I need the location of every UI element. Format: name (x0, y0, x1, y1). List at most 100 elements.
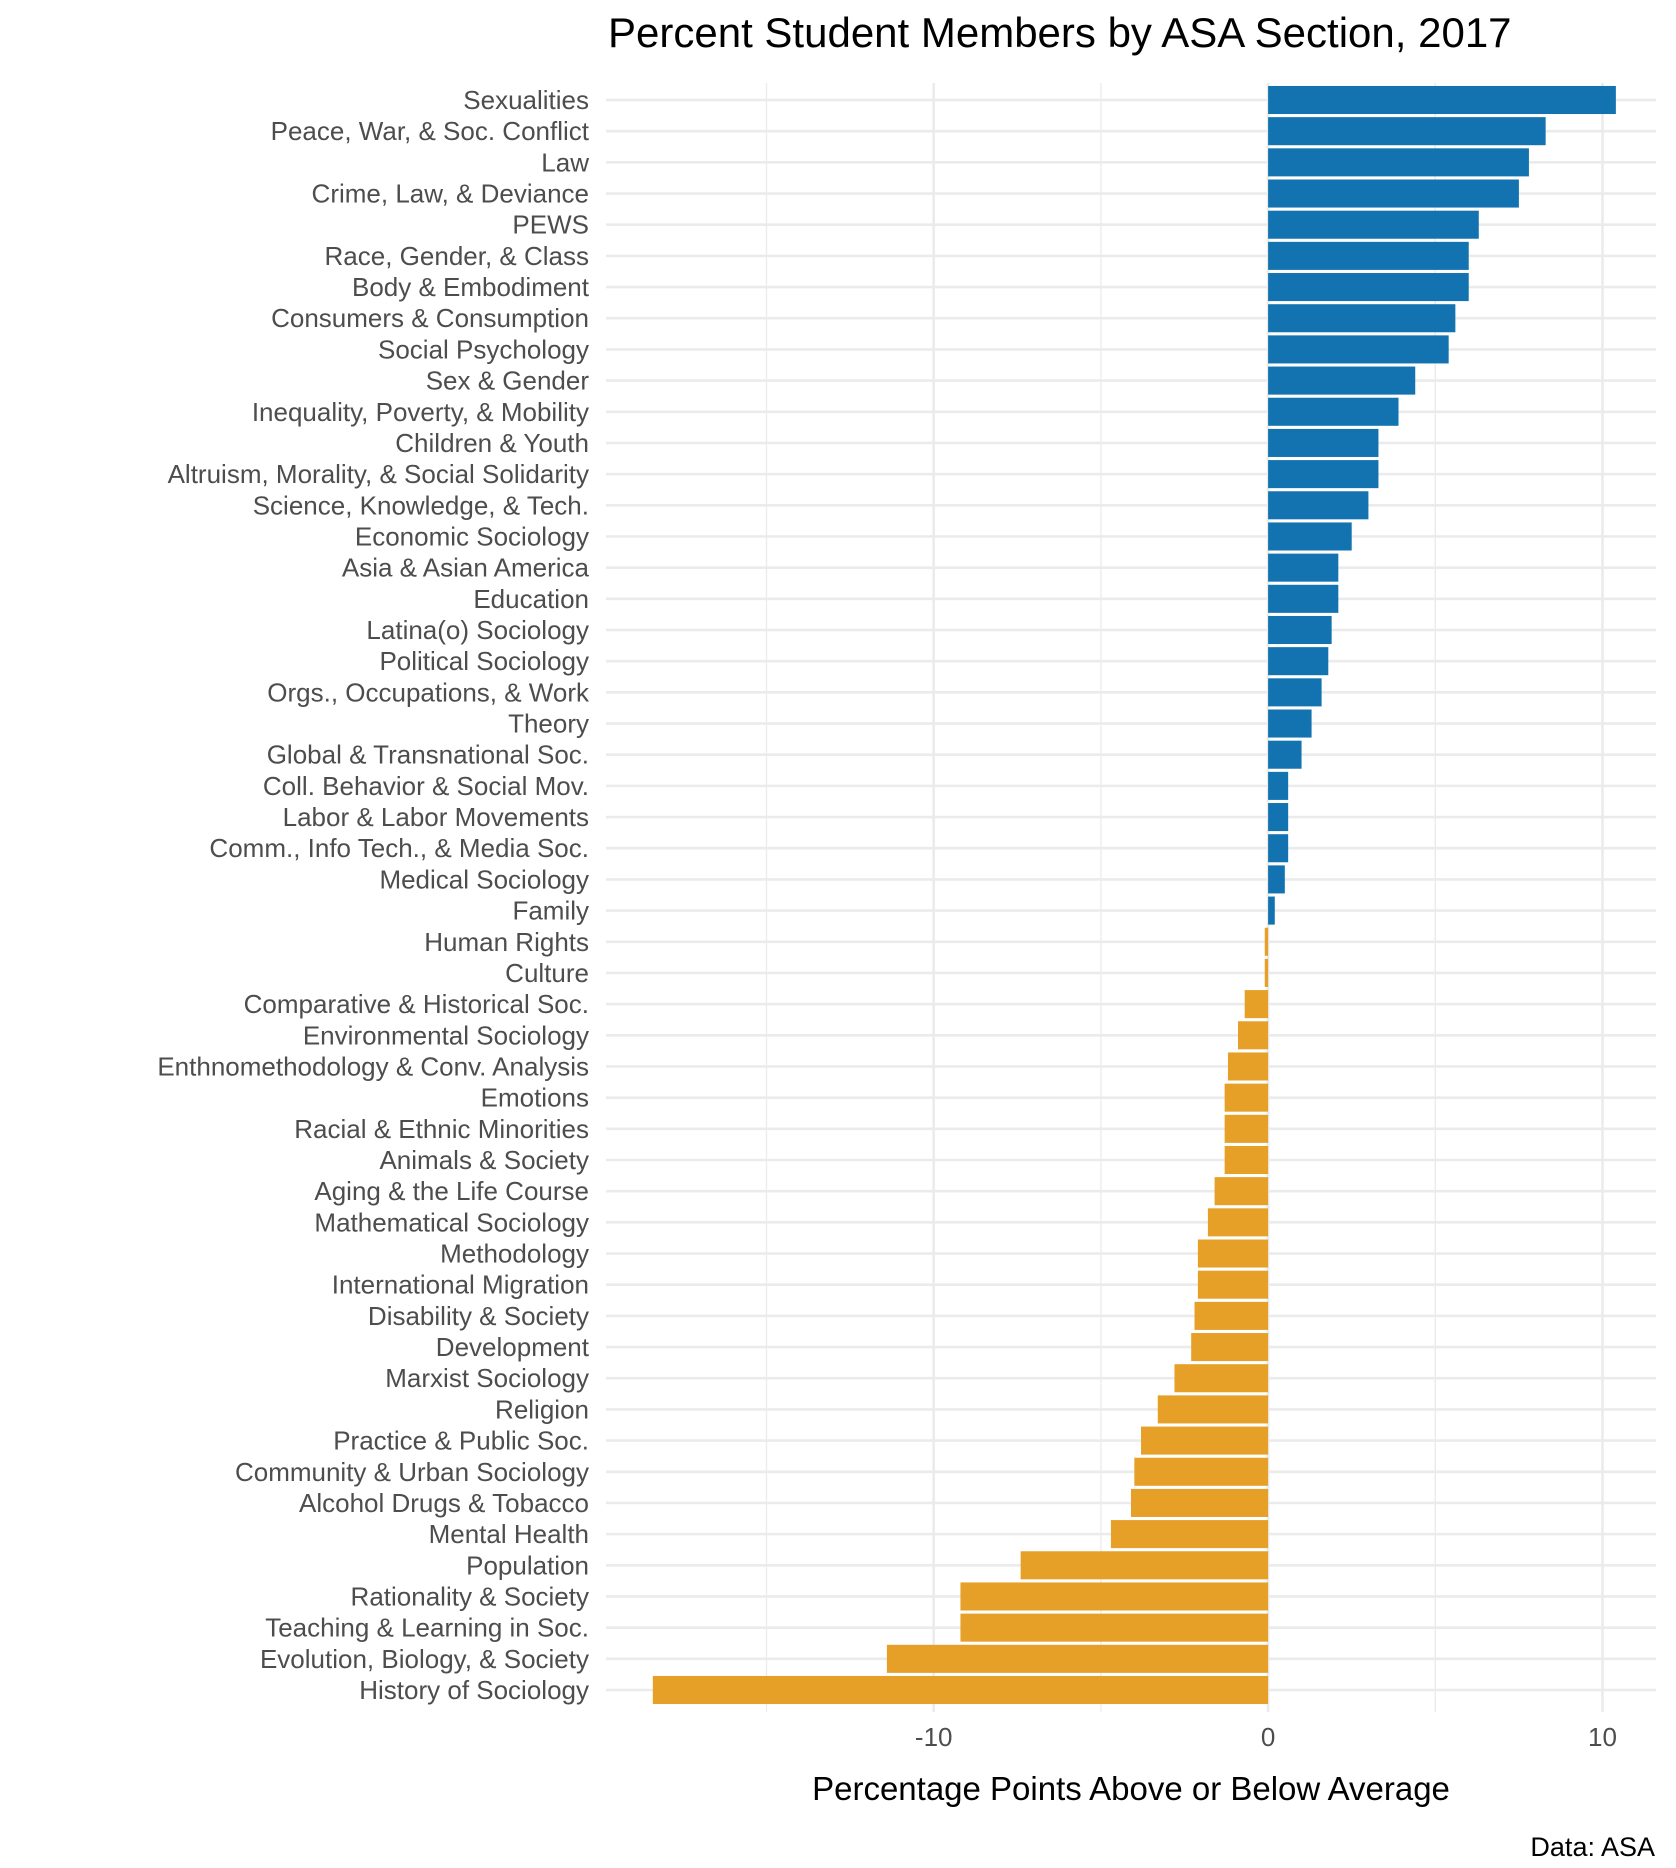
caption: Data: ASA (1530, 1832, 1655, 1862)
bar (1268, 803, 1289, 832)
x-axis-title: Percentage Points Above or Below Average (812, 1770, 1450, 1807)
category-label: Mathematical Sociology (314, 1207, 589, 1237)
category-label: Coll. Behavior & Social Mov. (263, 771, 589, 801)
category-label: Comparative & Historical Soc. (244, 989, 589, 1019)
category-label: Alcohol Drugs & Tobacco (299, 1488, 589, 1518)
category-label: Race, Gender, & Class (325, 241, 589, 271)
bar (1268, 865, 1285, 894)
bar (1214, 1177, 1269, 1206)
bar (1268, 771, 1289, 800)
bar (1174, 1364, 1269, 1393)
category-label: Emotions (481, 1083, 589, 1113)
category-label: Consumers & Consumption (271, 303, 589, 333)
bar (1224, 1083, 1269, 1112)
category-label: Comm., Info Tech., & Media Soc. (209, 833, 589, 863)
bar (1268, 179, 1519, 208)
bar (1268, 678, 1322, 707)
bar (1268, 273, 1469, 302)
bar (1264, 927, 1269, 956)
x-tick-label: 0 (1261, 1722, 1275, 1752)
bar (1244, 990, 1269, 1019)
category-label: Law (541, 147, 589, 177)
category-label: Marxist Sociology (385, 1363, 589, 1393)
category-label: Education (473, 584, 589, 614)
bar (1268, 85, 1616, 115)
category-label: Teaching & Learning in Soc. (265, 1613, 589, 1643)
bar (1268, 896, 1275, 925)
bar (1268, 834, 1289, 863)
bar (1268, 522, 1352, 551)
category-label: Science, Knowledge, & Tech. (253, 490, 589, 520)
category-label: Aging & the Life Course (314, 1176, 589, 1206)
category-label: Political Sociology (379, 646, 589, 676)
category-label: Peace, War, & Soc. Conflict (271, 116, 590, 146)
bar (1268, 428, 1379, 457)
bar (652, 1675, 1269, 1705)
category-label: Community & Urban Sociology (235, 1457, 589, 1487)
bar (1141, 1426, 1269, 1455)
category-label: Development (436, 1332, 590, 1362)
bar (1268, 117, 1546, 146)
bar (1238, 1021, 1269, 1050)
category-label: Enthnomethodology & Conv. Analysis (157, 1051, 589, 1081)
bar (1268, 210, 1479, 239)
bar (1268, 709, 1312, 738)
category-label: Practice & Public Soc. (333, 1426, 589, 1456)
category-label: Population (466, 1550, 589, 1580)
category-label: Labor & Labor Movements (283, 802, 589, 832)
category-label: Sexualities (463, 85, 589, 115)
category-label: Evolution, Biology, & Society (260, 1644, 589, 1674)
category-label: Global & Transnational Soc. (267, 740, 589, 770)
bar (1268, 460, 1379, 489)
category-label: Racial & Ethnic Minorities (294, 1114, 589, 1144)
bar (960, 1613, 1269, 1642)
bar (1110, 1520, 1269, 1549)
category-label: Asia & Asian America (342, 553, 590, 583)
bar (1224, 1114, 1269, 1143)
chart-title: Percent Student Members by ASA Section, … (608, 9, 1512, 56)
category-label: Body & Embodiment (352, 272, 590, 302)
bar (1268, 584, 1339, 613)
bar (886, 1644, 1269, 1673)
category-label: Latina(o) Sociology (366, 615, 589, 645)
bar (1020, 1551, 1269, 1580)
category-label: Disability & Society (368, 1301, 589, 1331)
x-tick-label: -10 (915, 1722, 953, 1752)
category-label: Human Rights (424, 927, 589, 957)
category-label: Altruism, Morality, & Social Solidarity (168, 459, 589, 489)
bar (1268, 553, 1339, 582)
category-label: Animals & Society (379, 1145, 589, 1175)
bar (1268, 366, 1416, 395)
category-label: Rationality & Society (351, 1581, 589, 1611)
category-label: Theory (508, 709, 589, 739)
category-label: Crime, Law, & Deviance (312, 179, 589, 209)
bar (1157, 1395, 1269, 1424)
bar (1268, 335, 1449, 364)
bar (1197, 1270, 1269, 1299)
category-label: Culture (505, 958, 589, 988)
bars (652, 85, 1616, 1705)
category-label: Environmental Sociology (303, 1020, 589, 1050)
x-tick-label: 10 (1588, 1722, 1617, 1752)
bar (1207, 1208, 1269, 1237)
bar (1268, 491, 1369, 520)
category-label: PEWS (512, 210, 589, 240)
bar (1134, 1457, 1269, 1486)
bar (1264, 958, 1269, 987)
x-tick-labels: -10 0 10 (915, 1722, 1617, 1752)
category-label: Social Psychology (378, 334, 589, 364)
gridlines (606, 83, 1656, 1712)
category-label: Religion (495, 1394, 589, 1424)
bar (1268, 740, 1302, 769)
category-label: Methodology (440, 1239, 589, 1269)
bar (1268, 615, 1332, 645)
category-label: Orgs., Occupations, & Work (267, 677, 590, 707)
bar (1191, 1333, 1269, 1362)
bar (1197, 1239, 1269, 1268)
bar (1227, 1052, 1269, 1081)
category-label: Inequality, Poverty, & Mobility (252, 397, 589, 427)
bar (960, 1582, 1269, 1611)
category-label: Mental Health (429, 1519, 589, 1549)
